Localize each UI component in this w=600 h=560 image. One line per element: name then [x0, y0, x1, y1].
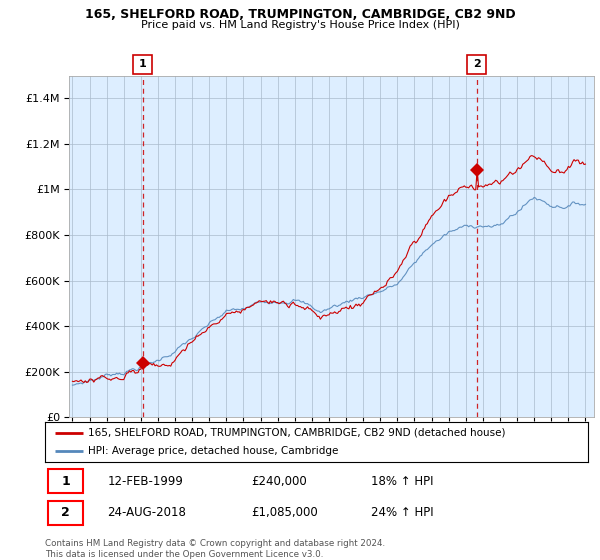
Text: £240,000: £240,000	[251, 474, 307, 488]
Text: 1: 1	[61, 474, 70, 488]
Text: £1,085,000: £1,085,000	[251, 506, 318, 520]
Text: 2: 2	[473, 59, 481, 69]
Text: 12-FEB-1999: 12-FEB-1999	[107, 474, 184, 488]
FancyBboxPatch shape	[133, 55, 152, 74]
Text: HPI: Average price, detached house, Cambridge: HPI: Average price, detached house, Camb…	[88, 446, 339, 456]
FancyBboxPatch shape	[467, 55, 487, 74]
Text: 18% ↑ HPI: 18% ↑ HPI	[371, 474, 433, 488]
Text: 24% ↑ HPI: 24% ↑ HPI	[371, 506, 433, 520]
Text: 1: 1	[139, 59, 147, 69]
Text: 24-AUG-2018: 24-AUG-2018	[107, 506, 187, 520]
Text: Contains HM Land Registry data © Crown copyright and database right 2024.
This d: Contains HM Land Registry data © Crown c…	[45, 539, 385, 559]
Text: 165, SHELFORD ROAD, TRUMPINGTON, CAMBRIDGE, CB2 9ND: 165, SHELFORD ROAD, TRUMPINGTON, CAMBRID…	[85, 8, 515, 21]
Text: Price paid vs. HM Land Registry's House Price Index (HPI): Price paid vs. HM Land Registry's House …	[140, 20, 460, 30]
FancyBboxPatch shape	[48, 501, 83, 525]
Text: 2: 2	[61, 506, 70, 520]
Text: 165, SHELFORD ROAD, TRUMPINGTON, CAMBRIDGE, CB2 9ND (detached house): 165, SHELFORD ROAD, TRUMPINGTON, CAMBRID…	[88, 428, 506, 437]
FancyBboxPatch shape	[48, 469, 83, 493]
